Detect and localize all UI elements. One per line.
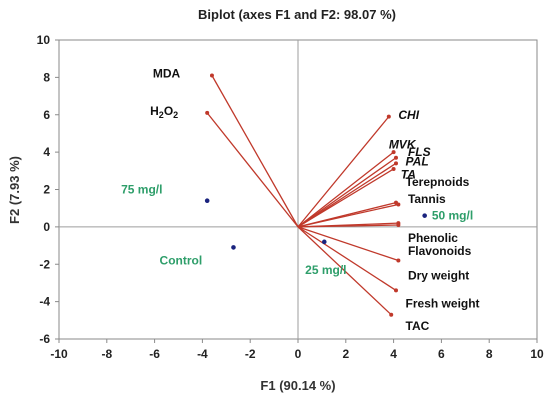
vector-tip bbox=[389, 312, 394, 317]
x-axis-title: F1 (90.14 %) bbox=[260, 378, 335, 393]
vector-flavonoids bbox=[297, 224, 399, 228]
observation-point bbox=[422, 213, 427, 218]
vector-dry-weight bbox=[297, 226, 399, 262]
variable-label: Fresh weight bbox=[406, 296, 480, 310]
y-tick-label: 8 bbox=[43, 70, 50, 84]
vector-tip bbox=[205, 110, 210, 115]
vector-tip bbox=[396, 223, 401, 228]
variable-label: Tannis bbox=[408, 192, 446, 206]
x-tick-label: 10 bbox=[530, 347, 544, 361]
variable-label: FLS bbox=[408, 145, 431, 159]
observation-point bbox=[231, 245, 236, 250]
x-tick-label: -2 bbox=[245, 347, 256, 361]
x-tick-label: -4 bbox=[197, 347, 208, 361]
variable-label: MVK bbox=[389, 138, 417, 152]
variable-label: H2O2 bbox=[150, 104, 178, 120]
variable-label: PAL bbox=[406, 154, 429, 168]
vector-mda bbox=[211, 75, 299, 228]
vector-tannis bbox=[297, 203, 399, 228]
y-tick-label: -6 bbox=[39, 332, 50, 346]
variable-label: CHI bbox=[398, 108, 419, 122]
vector-chi bbox=[297, 116, 390, 228]
x-tick-label: 2 bbox=[342, 347, 349, 361]
x-tick-label: -10 bbox=[50, 347, 68, 361]
vector-tip bbox=[209, 73, 214, 78]
variable-label: TAC bbox=[406, 319, 430, 333]
observation-label: 25 mg/l bbox=[305, 263, 346, 277]
x-tick-label: 6 bbox=[438, 347, 445, 361]
vector-fls bbox=[297, 157, 397, 228]
vector-tip bbox=[393, 161, 398, 166]
observation-label: 50 mg/l bbox=[432, 209, 473, 223]
variable-label: Phenolic bbox=[408, 231, 458, 245]
x-tick-label: -8 bbox=[101, 347, 112, 361]
y-tick-label: 4 bbox=[43, 145, 50, 159]
vector-mvk bbox=[297, 151, 395, 228]
observation-label: Control bbox=[160, 254, 203, 268]
vector-tip bbox=[393, 155, 398, 160]
vector-tip bbox=[396, 258, 401, 263]
x-tick-label: 8 bbox=[486, 347, 493, 361]
y-axis-title: F2 (7.93 %) bbox=[7, 156, 22, 224]
y-tick-label: 10 bbox=[37, 33, 51, 47]
observation-label: 75 mg/l bbox=[121, 183, 162, 197]
y-ticks: -6 -4 -2 0 2 4 6 8 10 bbox=[37, 33, 59, 346]
vector-tip bbox=[391, 166, 396, 171]
vector-ta bbox=[297, 168, 394, 228]
vector-tip bbox=[393, 288, 398, 293]
variable-label: TA bbox=[401, 168, 416, 182]
x-tick-label: 4 bbox=[390, 347, 397, 361]
observation-point bbox=[204, 198, 210, 204]
observations: 75 mg/l 50 mg/l Control 25 mg/l bbox=[121, 183, 473, 277]
vector-fresh-weight bbox=[297, 226, 397, 291]
y-tick-label: -2 bbox=[39, 257, 50, 271]
y-tick-label: 2 bbox=[43, 183, 50, 197]
vector-tip bbox=[396, 202, 401, 207]
x-ticks: -10 -8 -6 -4 -2 0 2 4 6 8 10 bbox=[50, 339, 544, 361]
y-tick-label: 6 bbox=[43, 108, 50, 122]
variable-label: Flavonoids bbox=[408, 244, 472, 258]
chart-title: Biplot (axes F1 and F2: 98.07 %) bbox=[198, 7, 396, 22]
vector-tip bbox=[386, 114, 391, 119]
x-tick-label: -6 bbox=[149, 347, 160, 361]
vector-h2o2 bbox=[206, 112, 299, 228]
observation-point bbox=[321, 239, 327, 245]
variable-label: MDA bbox=[153, 67, 181, 81]
y-tick-label: 0 bbox=[43, 220, 50, 234]
variable-label: Terepnoids bbox=[406, 175, 470, 189]
variable-label: Dry weight bbox=[408, 268, 469, 282]
x-tick-label: 0 bbox=[295, 347, 302, 361]
vector-tac bbox=[297, 226, 392, 316]
y-tick-label: -4 bbox=[39, 295, 50, 309]
vector-tip bbox=[391, 150, 396, 155]
